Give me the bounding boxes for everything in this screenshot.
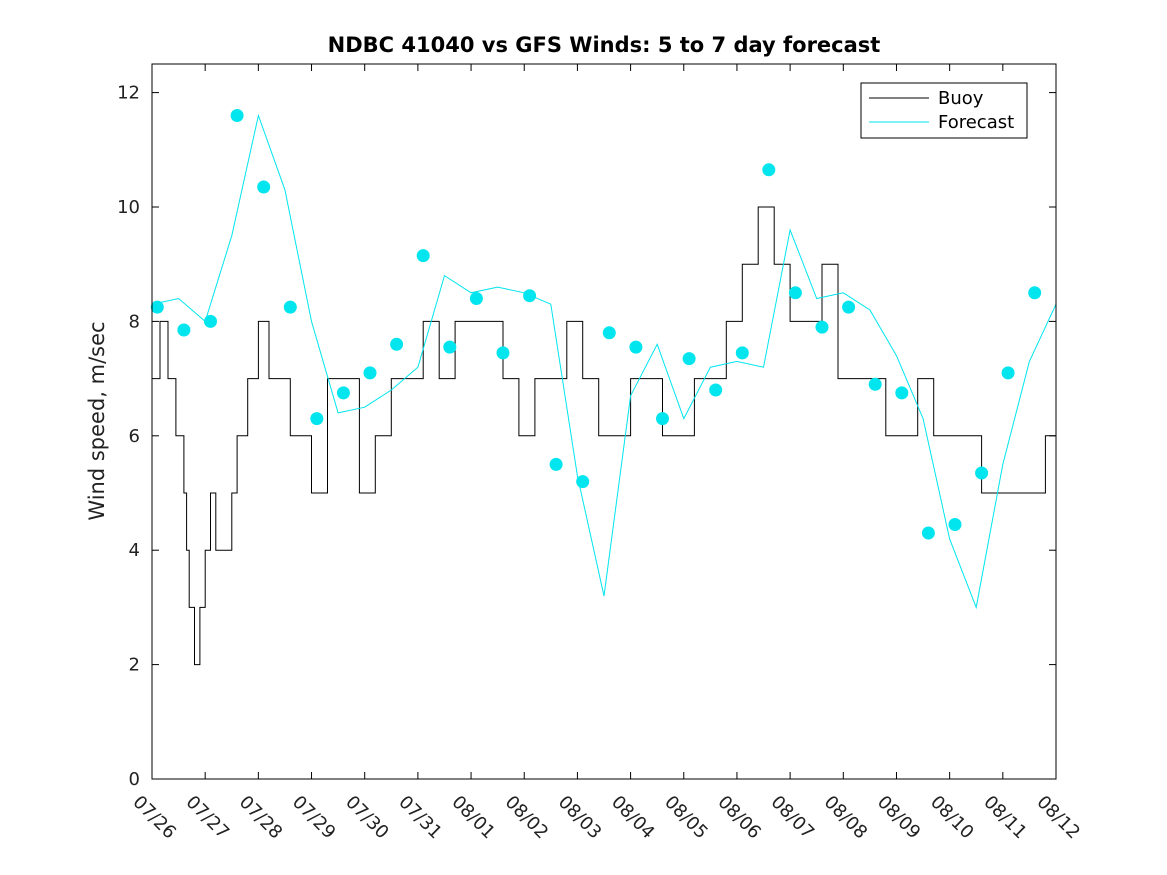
forecast-marker	[523, 289, 537, 303]
forecast-marker	[602, 326, 616, 340]
forecast-marker	[656, 412, 669, 426]
series-layer	[151, 113, 1057, 666]
y-tick-label: 6	[129, 426, 140, 447]
forecast-marker	[496, 346, 510, 360]
legend-label-buoy: Buoy	[938, 88, 984, 109]
forecast-marker	[230, 109, 244, 122]
forecast-marker	[363, 366, 377, 380]
y-tick-label: 10	[117, 197, 140, 218]
forecast-marker	[815, 320, 829, 334]
forecast-marker	[1001, 366, 1015, 380]
forecast-marker	[948, 518, 962, 531]
y-tick-label: 12	[117, 83, 140, 104]
forecast-marker	[549, 457, 563, 471]
y-axis-label: Wind speed, m/sec	[85, 321, 109, 520]
series-line-forecast	[151, 113, 1057, 610]
forecast-marker	[629, 340, 643, 354]
legend-label-forecast: Forecast	[938, 112, 1014, 133]
forecast-marker	[416, 249, 430, 263]
forecast-marker	[788, 286, 802, 300]
forecast-markers	[150, 109, 1042, 540]
forecast-marker	[1028, 286, 1042, 300]
forecast-marker	[868, 377, 882, 391]
forecast-marker	[895, 386, 909, 400]
forecast-marker	[735, 346, 749, 360]
y-tick-label: 2	[129, 655, 140, 676]
forecast-marker	[921, 526, 935, 540]
forecast-marker	[975, 466, 989, 480]
y-tick-label: 0	[129, 769, 140, 790]
forecast-marker	[150, 300, 164, 314]
forecast-marker	[390, 337, 404, 351]
forecast-marker	[443, 340, 457, 354]
chart-title: NDBC 41040 vs GFS Winds: 5 to 7 day fore…	[328, 33, 881, 57]
forecast-marker	[336, 386, 350, 400]
forecast-marker	[762, 163, 776, 177]
forecast-marker	[257, 180, 271, 194]
forecast-marker	[842, 300, 856, 314]
forecast-marker	[576, 475, 590, 489]
y-tick-label: 8	[129, 311, 140, 332]
y-tick-label: 4	[129, 540, 140, 561]
forecast-marker	[469, 292, 483, 305]
forecast-marker	[709, 383, 723, 397]
plot-area-frame	[151, 63, 1057, 780]
forecast-marker	[310, 412, 324, 426]
series-line-buoy	[152, 206, 1057, 666]
forecast-marker	[283, 300, 297, 314]
legend-box	[860, 82, 1028, 139]
forecast-marker	[682, 352, 696, 366]
legend: Buoy Forecast	[860, 82, 1028, 139]
forecast-marker	[177, 323, 191, 337]
forecast-marker	[204, 314, 217, 328]
